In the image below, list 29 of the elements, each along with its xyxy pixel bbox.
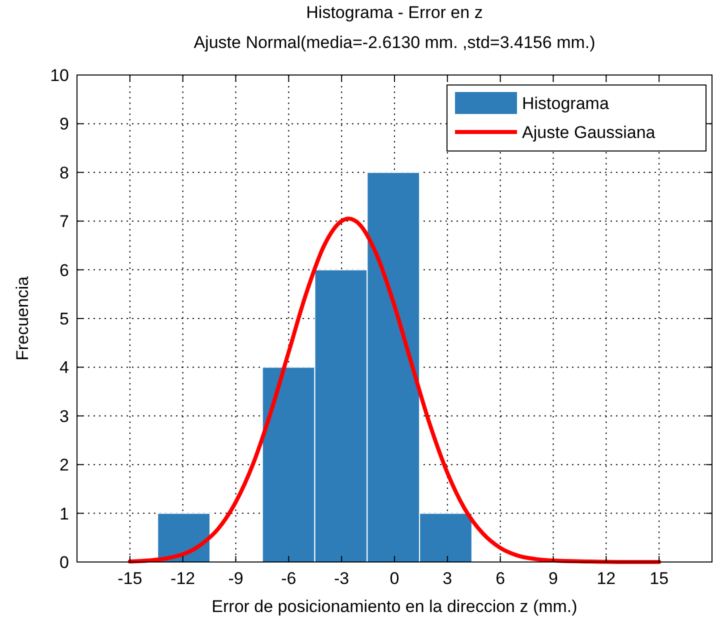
- x-tick-label: -15: [118, 569, 142, 588]
- x-tick-label: 6: [496, 569, 506, 588]
- x-tick-label: 3: [442, 569, 452, 588]
- legend-label: Histograma: [522, 94, 610, 113]
- x-tick-label: -12: [170, 569, 196, 588]
- y-axis-title: Frecuencia: [13, 276, 32, 361]
- y-tick-label: 9: [60, 114, 69, 134]
- y-tick-label: 7: [60, 212, 69, 232]
- x-tick-label: 9: [548, 569, 558, 588]
- y-tick-label: 4: [60, 358, 69, 378]
- y-tick-label: 8: [60, 163, 69, 182]
- x-tick-label: 15: [650, 569, 669, 588]
- y-tick-label: 2: [60, 456, 69, 475]
- y-tick-label: 1: [60, 504, 69, 524]
- chart-subtitle: Ajuste Normal(media=-2.6130 mm. ,std=3.4156 mm.): [194, 33, 596, 52]
- legend-label: Ajuste Gaussiana: [522, 123, 656, 142]
- y-tick-label: 0: [60, 553, 69, 572]
- y-tick-label: 5: [60, 310, 69, 328]
- x-axis-title: Error de posicionamiento en la direccion z (mm.): [212, 597, 578, 616]
- y-tick-label: 3: [60, 406, 69, 426]
- x-tick-label: -9: [228, 569, 244, 588]
- x-tick-label: 12: [596, 569, 616, 588]
- x-tick-label: -6: [281, 569, 296, 588]
- y-tick-label: 6: [60, 260, 69, 280]
- chart-title: Histograma - Error en z: [306, 3, 483, 22]
- line-series: [128, 216, 662, 564]
- y-tick-label: 10: [50, 66, 69, 85]
- x-tick-label: 0: [390, 569, 400, 588]
- x-tick-label: -3: [334, 569, 350, 588]
